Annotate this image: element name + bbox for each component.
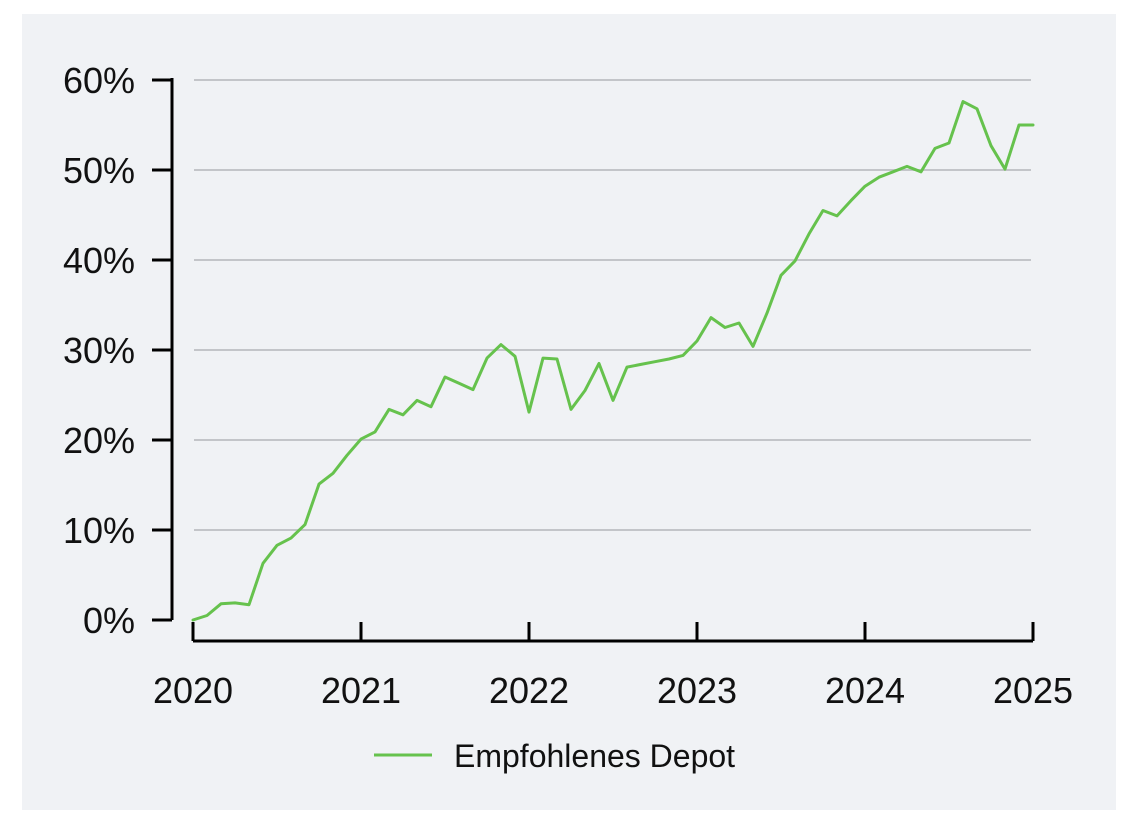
gridlines [194, 79, 1031, 531]
x-tick-label: 2024 [825, 670, 905, 711]
x-tick-label: 2022 [489, 670, 569, 711]
y-tick-label: 10% [63, 510, 135, 551]
x-tick-label: 2020 [153, 670, 233, 711]
y-tick-label: 40% [63, 240, 135, 281]
legend-label: Empfohlenes Depot [454, 738, 735, 774]
series-layer [191, 100, 1035, 622]
x-axis-ticks: 2020 2021 2022 2023 2024 2025 [153, 622, 1073, 711]
x-tick-label: 2025 [993, 670, 1073, 711]
y-axis-ticks: 0% 10% 20% 30% 40% 50% 60% [63, 60, 172, 641]
y-tick-label: 50% [63, 150, 135, 191]
y-tick-label: 60% [63, 60, 135, 101]
series-line [191, 100, 1035, 622]
y-tick-label: 30% [63, 330, 135, 371]
chart-frame: 0% 10% 20% 30% 40% 50% 60% 2020 2021 2022 2023 202… [22, 14, 1116, 810]
x-tick-label: 2021 [321, 670, 401, 711]
x-tick-label: 2023 [657, 670, 737, 711]
line-chart: 0%10%20%30%40%50%60% 2020 2021 2022 2023 202… [63, 60, 1073, 774]
legend: Empfohlenes Depot [374, 738, 735, 774]
axes [170, 78, 1033, 643]
y-tick-label: 20% [63, 420, 135, 461]
y-tick-label: 0% [83, 600, 135, 641]
